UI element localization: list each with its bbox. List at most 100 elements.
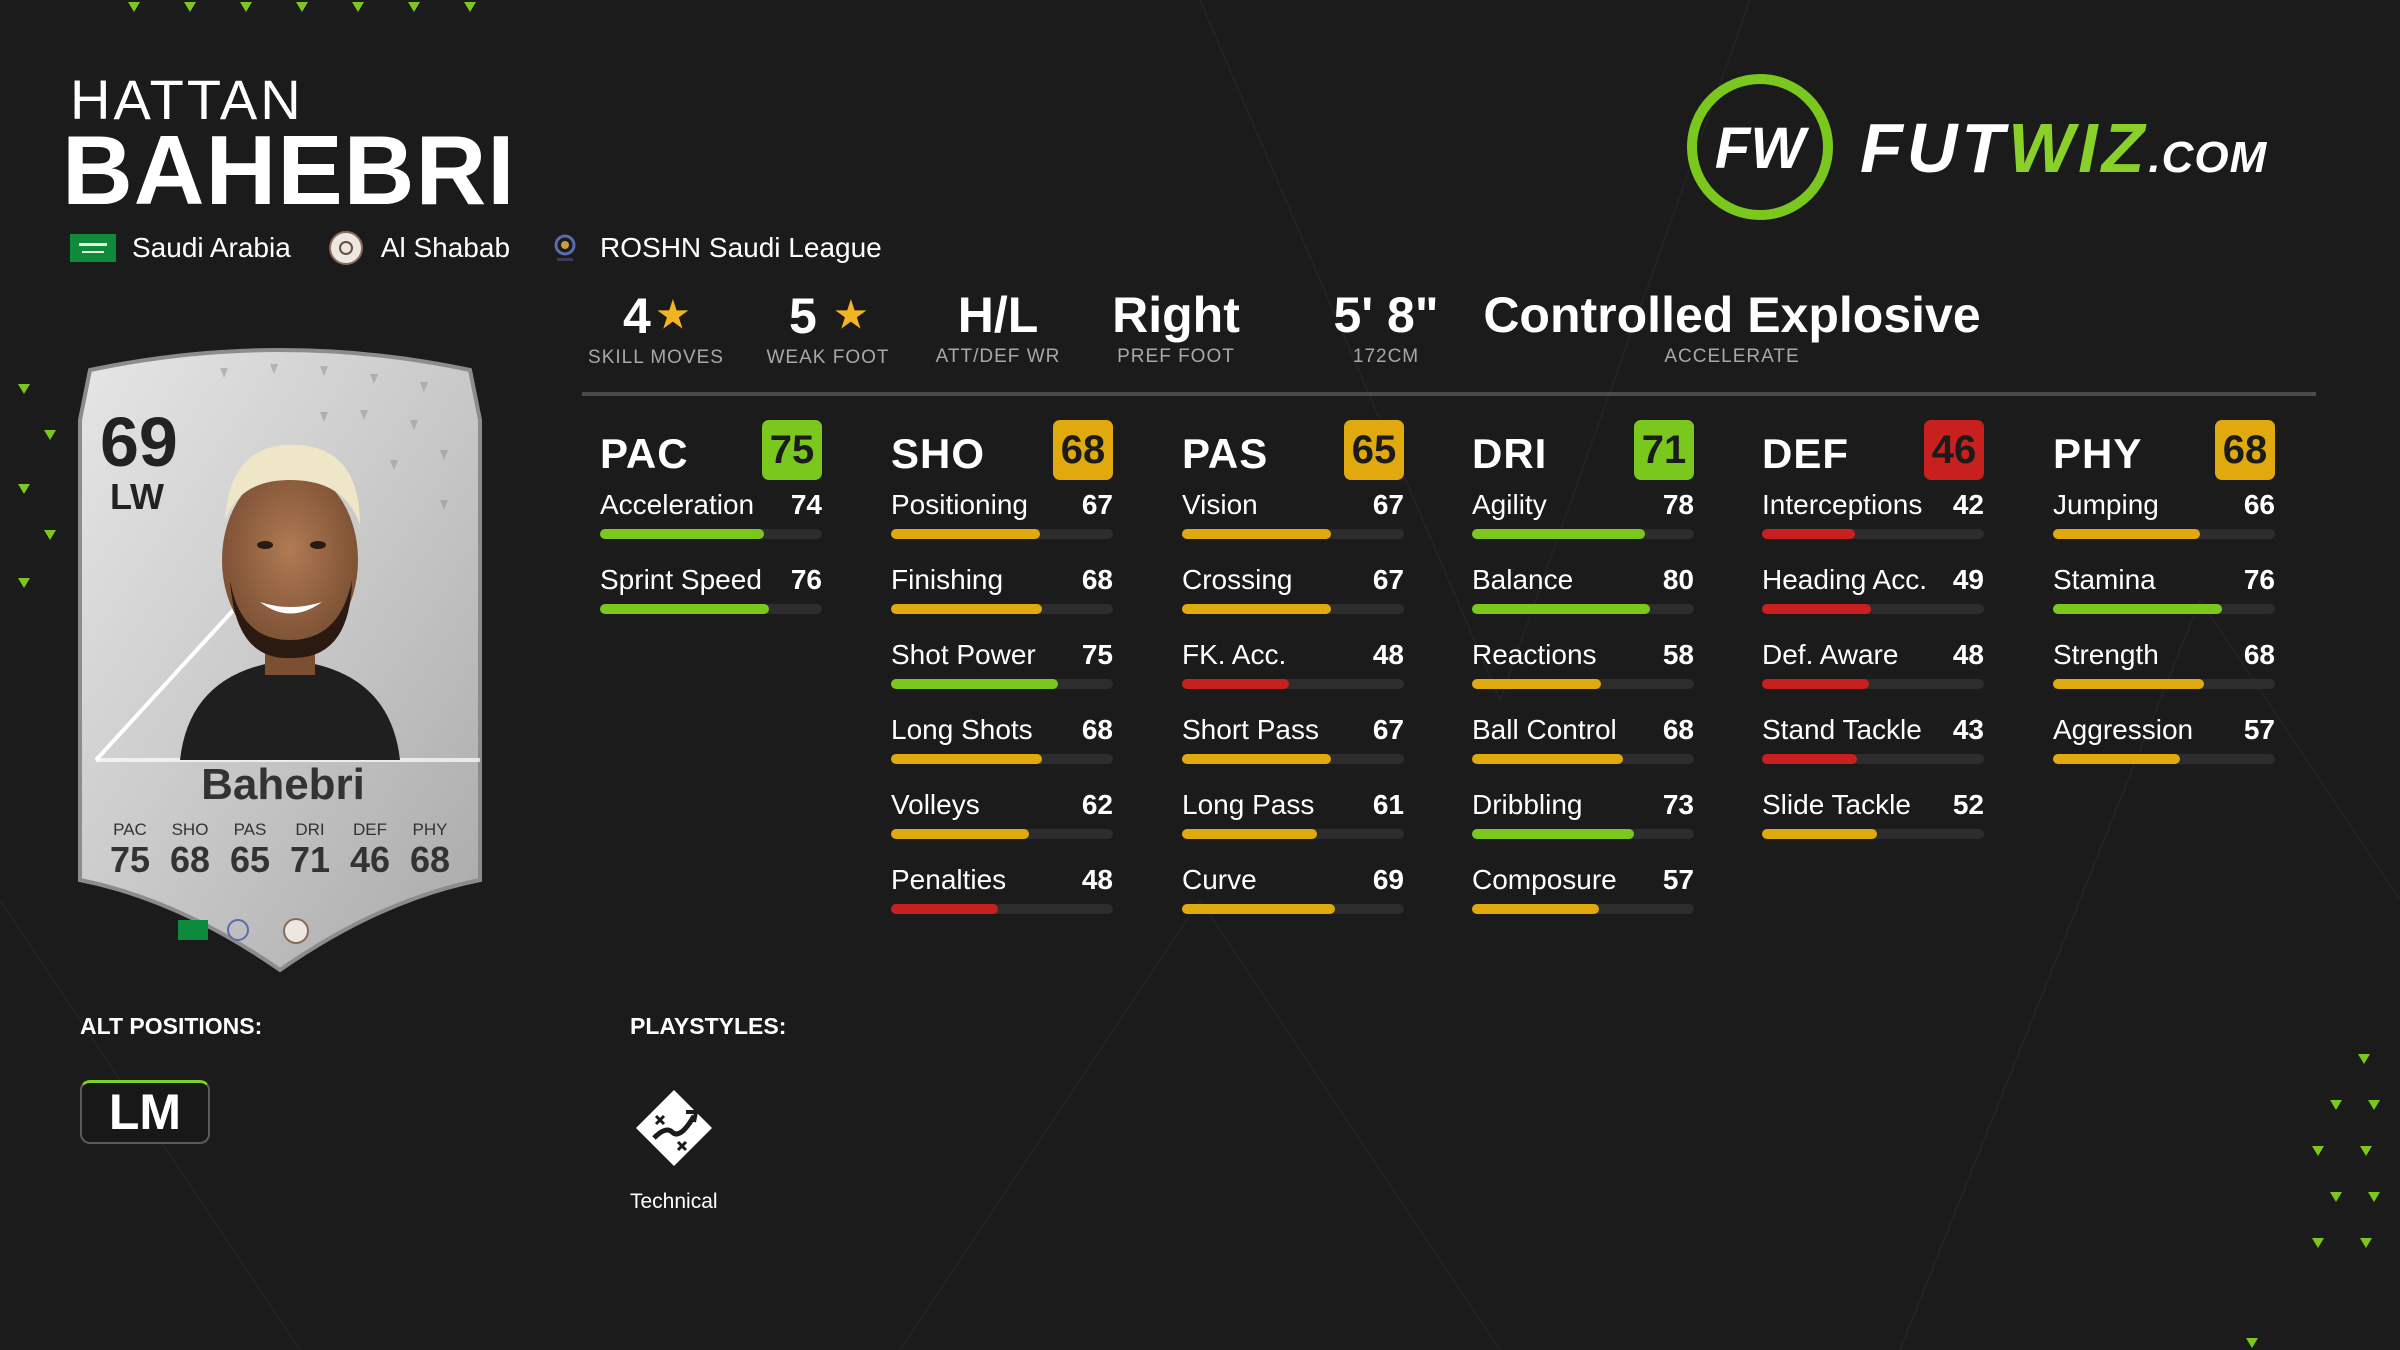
stat-value: 42 xyxy=(1952,489,1984,520)
stat-bar-fill xyxy=(1182,754,1331,764)
stat-bar-track xyxy=(891,904,1113,914)
skill-moves: 4 ★ SKILL MOVES xyxy=(566,286,746,369)
player-last-name: BAHEBRI xyxy=(62,115,516,225)
star-icon: ★ xyxy=(834,294,868,335)
stat-row: Acceleration 74 xyxy=(600,482,822,557)
stat-bar-track xyxy=(1762,679,1984,689)
stat-name: Composure xyxy=(1472,864,1617,895)
stat-bar-fill xyxy=(1472,529,1646,539)
stat-value: 80 xyxy=(1662,564,1694,595)
decor-triangle xyxy=(352,2,364,12)
stat-name: Interceptions xyxy=(1762,489,1923,520)
stat-name: Ball Control xyxy=(1472,714,1617,745)
alt-position-chip[interactable] xyxy=(80,1080,210,1144)
decor-triangle xyxy=(44,530,56,540)
stat-value: 68 xyxy=(2243,639,2275,670)
stat-group-header: SHO 68 xyxy=(891,420,1113,482)
stat-group-name: PHY xyxy=(2053,430,2143,477)
stat-bar-track xyxy=(600,529,822,539)
stat-name: Long Shots xyxy=(891,714,1033,745)
stat-value: 75 xyxy=(1081,639,1113,670)
stat-bar-fill xyxy=(1182,529,1331,539)
stat-row: Long Shots 68 xyxy=(891,707,1113,782)
stat-value: 67 xyxy=(1372,564,1404,595)
card-stat: DRI 71 xyxy=(289,820,331,880)
stat-bar-fill xyxy=(1762,529,1856,539)
decor-triangle xyxy=(2312,1238,2324,1248)
stat-bar-fill xyxy=(1472,604,1650,614)
stat-value: 76 xyxy=(2243,564,2275,595)
stat-row: Def. Aware 48 xyxy=(1762,632,1984,707)
stat-name: FK. Acc. xyxy=(1182,639,1287,670)
stat-bar-track xyxy=(1472,754,1694,764)
stat-bar-fill xyxy=(1472,679,1601,689)
stat-bar-fill xyxy=(1182,904,1336,914)
stat-group-name: DEF xyxy=(1762,430,1849,477)
weak-foot-value: 5 xyxy=(788,288,817,344)
stat-row: Strength 68 xyxy=(2053,632,2275,707)
decor-triangle xyxy=(2358,1054,2370,1064)
stat-column-pas: PAS 65 Vision 67 Crossing 67 FK. Acc. 48 Short P… xyxy=(1182,420,1404,932)
stat-row: Shot Power 75 xyxy=(891,632,1113,707)
section-divider xyxy=(582,392,2316,396)
stat-row: Long Pass 61 xyxy=(1182,782,1404,857)
accelerate-value: Controlled Explosive xyxy=(1483,287,1981,343)
decor-triangle xyxy=(2312,1146,2324,1156)
stat-bar-track xyxy=(1762,754,1984,764)
card-badges xyxy=(178,918,309,944)
stat-value: 68 xyxy=(1081,714,1113,745)
stat-bar-track xyxy=(1182,604,1404,614)
club-badge-icon xyxy=(328,231,363,265)
stat-bar-track xyxy=(600,604,822,614)
weak-foot: 5 ★ WEAK FOOT xyxy=(738,286,918,369)
stat-bar-fill xyxy=(1762,604,1871,614)
stat-row: Finishing 68 xyxy=(891,557,1113,632)
skill-moves-value: 4 xyxy=(622,288,651,344)
stat-bar-track xyxy=(1472,829,1694,839)
skill-moves-label: SKILL MOVES xyxy=(588,347,724,368)
decor-triangle xyxy=(18,484,30,494)
stat-value: 57 xyxy=(2243,714,2275,745)
stat-row: Stamina 76 xyxy=(2053,557,2275,632)
stat-group-badge: 68 xyxy=(2215,420,2275,480)
stat-bar-fill xyxy=(2053,529,2200,539)
stat-value: 67 xyxy=(1372,714,1404,745)
stat-bar-fill xyxy=(1472,904,1599,914)
stat-row: Positioning 67 xyxy=(891,482,1113,557)
technical-playstyle-icon[interactable] xyxy=(632,1086,716,1170)
decor-triangle xyxy=(128,2,140,12)
playstyle-name: Technical xyxy=(630,1190,718,1213)
stat-bar-track xyxy=(1182,904,1404,914)
stat-name: Sprint Speed xyxy=(600,564,762,595)
stat-bar-fill xyxy=(1472,754,1623,764)
stat-column-phy: PHY 68 Jumping 66 Stamina 76 Strength 68 Aggress… xyxy=(2053,420,2275,782)
stat-name: Balance xyxy=(1472,564,1574,595)
league-link[interactable]: ROSHN Saudi League xyxy=(548,231,882,265)
stat-name: Dribbling xyxy=(1472,789,1583,820)
stat-bar-fill xyxy=(2053,754,2180,764)
stat-name: Finishing xyxy=(891,564,1004,595)
decor-triangle xyxy=(18,384,30,394)
stat-bar-track xyxy=(891,679,1113,689)
stat-row: Vision 67 xyxy=(1182,482,1404,557)
stat-bar-track xyxy=(2053,604,2275,614)
pref-foot-value: Right xyxy=(1112,287,1240,343)
club-link[interactable]: Al Shabab xyxy=(328,231,510,265)
player-info-row: Saudi Arabia Al Shabab ROSHN Saudi Leagu… xyxy=(70,230,920,266)
work-rate-value: H/L xyxy=(957,287,1039,343)
futwiz-logo[interactable]: FW xyxy=(1685,72,2325,222)
stat-row: Volleys 62 xyxy=(891,782,1113,857)
stat-value: 66 xyxy=(2243,489,2275,520)
stat-bar-fill xyxy=(891,604,1042,614)
stat-name: Acceleration xyxy=(600,489,755,520)
stat-bar-track xyxy=(1472,529,1694,539)
stat-bar-fill xyxy=(1182,604,1331,614)
nation-link[interactable]: Saudi Arabia xyxy=(70,232,291,264)
preferred-foot: Right PREF FOOT xyxy=(1086,286,1266,368)
stat-value: 57 xyxy=(1662,864,1694,895)
weak-foot-label: WEAK FOOT xyxy=(766,347,890,368)
player-card[interactable] xyxy=(60,340,500,980)
stat-name: Strength xyxy=(2053,639,2159,670)
stat-value: 73 xyxy=(1662,789,1694,820)
stat-bar-track xyxy=(891,754,1113,764)
